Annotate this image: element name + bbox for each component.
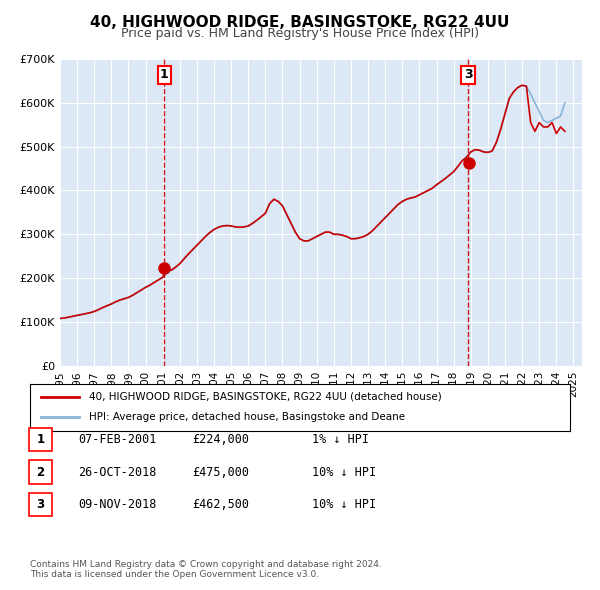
Text: HPI: Average price, detached house, Basingstoke and Deane: HPI: Average price, detached house, Basi… xyxy=(89,412,406,422)
Text: £224,000: £224,000 xyxy=(192,433,249,446)
Text: 10% ↓ HPI: 10% ↓ HPI xyxy=(312,498,376,511)
Text: 1% ↓ HPI: 1% ↓ HPI xyxy=(312,433,369,446)
Text: 09-NOV-2018: 09-NOV-2018 xyxy=(78,498,157,511)
Text: 40, HIGHWOOD RIDGE, BASINGSTOKE, RG22 4UU (detached house): 40, HIGHWOOD RIDGE, BASINGSTOKE, RG22 4U… xyxy=(89,392,442,402)
Text: 1: 1 xyxy=(37,433,44,446)
Text: £475,000: £475,000 xyxy=(192,466,249,478)
Text: 3: 3 xyxy=(464,68,472,81)
Text: 40, HIGHWOOD RIDGE, BASINGSTOKE, RG22 4UU: 40, HIGHWOOD RIDGE, BASINGSTOKE, RG22 4U… xyxy=(91,15,509,30)
Text: 3: 3 xyxy=(37,498,44,511)
Text: 10% ↓ HPI: 10% ↓ HPI xyxy=(312,466,376,478)
Text: Price paid vs. HM Land Registry's House Price Index (HPI): Price paid vs. HM Land Registry's House … xyxy=(121,27,479,40)
Text: 26-OCT-2018: 26-OCT-2018 xyxy=(78,466,157,478)
Text: 07-FEB-2001: 07-FEB-2001 xyxy=(78,433,157,446)
Text: Contains HM Land Registry data © Crown copyright and database right 2024.
This d: Contains HM Land Registry data © Crown c… xyxy=(30,560,382,579)
Text: 2: 2 xyxy=(37,466,44,478)
Text: 1: 1 xyxy=(160,68,169,81)
Text: £462,500: £462,500 xyxy=(192,498,249,511)
